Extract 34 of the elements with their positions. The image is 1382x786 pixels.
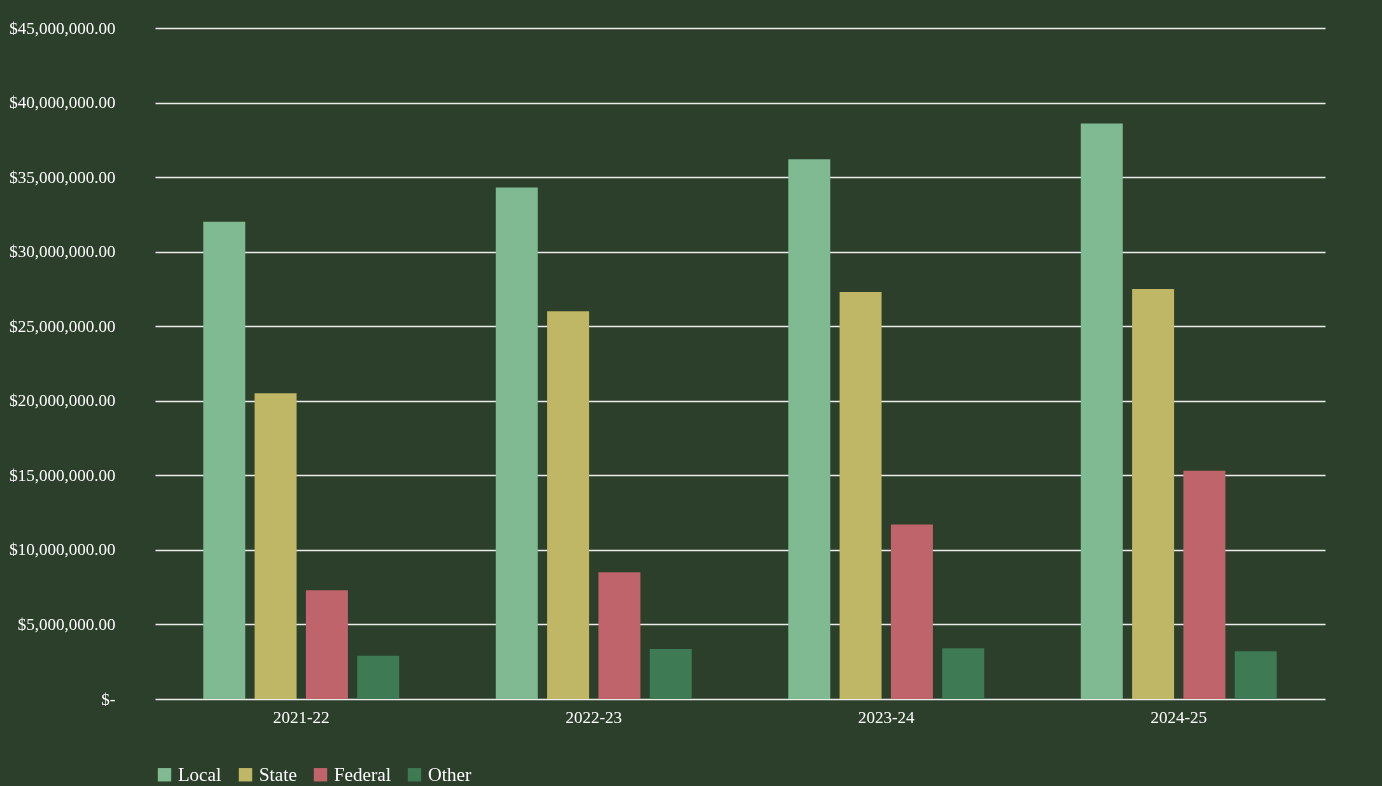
y-tick-label: $20,000,000.00 [9, 391, 116, 411]
bar [1234, 651, 1277, 699]
legend-label: Local [178, 763, 222, 785]
bar [203, 221, 246, 699]
y-tick-label: $30,000,000.00 [9, 242, 116, 262]
bar [649, 649, 692, 699]
x-tick-label: 2023-24 [857, 707, 916, 727]
x-tick-label: 2024-25 [1150, 707, 1208, 727]
x-tick-label: 2022-23 [565, 707, 623, 727]
legend-label: Federal [334, 763, 391, 785]
bar [254, 393, 297, 699]
x-tick-label: 2021-22 [272, 707, 330, 727]
bar [1132, 288, 1175, 699]
y-tick-label: $15,000,000.00 [9, 465, 116, 485]
y-tick-label: $40,000,000.00 [9, 93, 116, 113]
bar [305, 590, 348, 699]
bar [788, 159, 831, 699]
y-tick-label: $10,000,000.00 [9, 540, 116, 560]
y-tick-label: $25,000,000.00 [9, 316, 116, 336]
legend-label: Other [428, 763, 472, 785]
bar [942, 648, 985, 699]
y-tick-label: $- [101, 689, 116, 709]
bar [1080, 123, 1123, 699]
bar [357, 655, 400, 699]
y-tick-label: $35,000,000.00 [9, 167, 116, 187]
legend-label: State [259, 763, 297, 785]
bar [547, 311, 590, 699]
bar [839, 291, 882, 699]
bar [495, 187, 538, 699]
y-tick-label: $5,000,000.00 [17, 614, 116, 634]
bar [1183, 470, 1226, 699]
bar [598, 572, 641, 699]
bar [890, 524, 933, 699]
y-tick-label: $45,000,000.00 [9, 18, 116, 38]
